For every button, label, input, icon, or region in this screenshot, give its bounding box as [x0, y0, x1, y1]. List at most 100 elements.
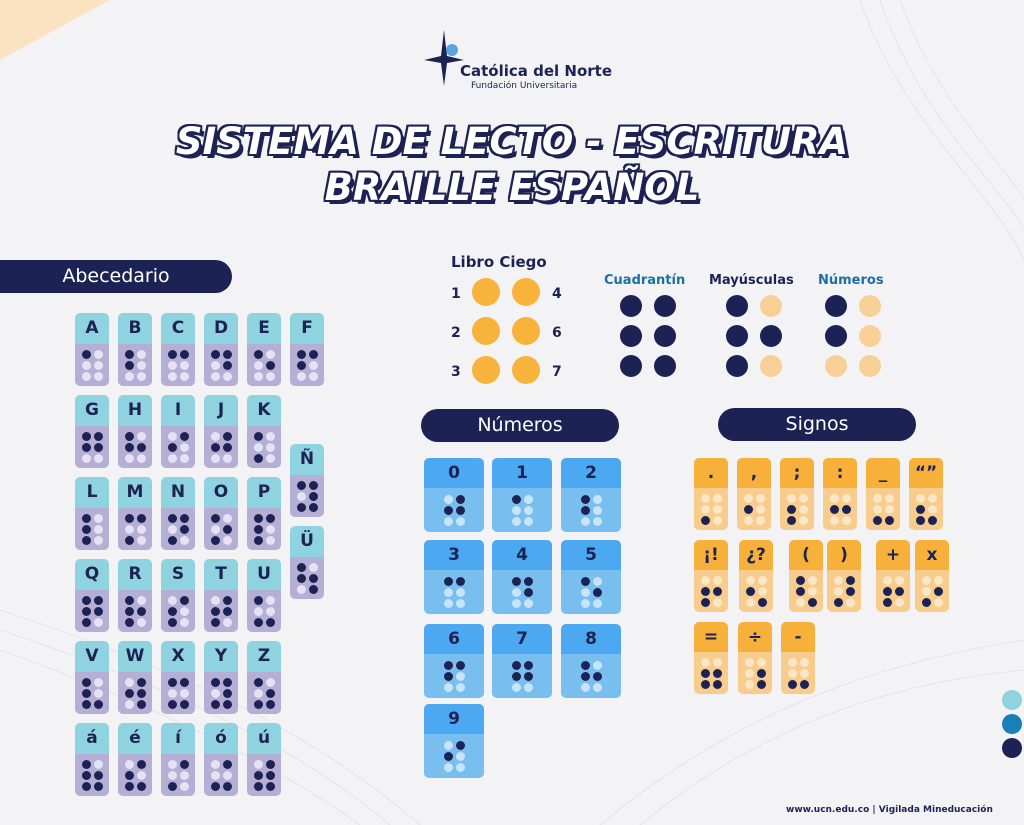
- braille-dot: [654, 295, 676, 317]
- braille-dot: [81, 759, 91, 769]
- letters-cell-dots: [118, 344, 152, 386]
- braille-dot: [712, 586, 722, 596]
- braille-dot: [654, 355, 676, 377]
- braille-dot: [93, 453, 103, 463]
- braille-dot: [81, 688, 91, 698]
- braille-dot: [265, 699, 275, 709]
- braille-dot: [712, 493, 722, 503]
- numbers-cell-char: 1: [492, 458, 552, 488]
- braille-dot: [726, 325, 748, 347]
- braille-dot: [455, 762, 465, 772]
- braille-dot: [81, 513, 91, 523]
- letters-cell-dots: [290, 475, 324, 518]
- braille-dot: [222, 535, 232, 545]
- braille-dot: [93, 781, 103, 791]
- braille-dot: [592, 660, 602, 670]
- braille-dot: [799, 679, 809, 689]
- braille-dot: [757, 586, 767, 596]
- letters-cell: O: [204, 477, 238, 550]
- libro-ciego-number: 7: [552, 364, 562, 380]
- braille-dot: [93, 431, 103, 441]
- braille-dot: [167, 617, 177, 627]
- braille-dot: [296, 584, 306, 594]
- braille-dot: [296, 562, 306, 572]
- braille-dot: [210, 524, 220, 534]
- braille-dot: [455, 682, 465, 692]
- signs-cell-dots: [866, 488, 900, 530]
- numbers-cell: 2: [561, 458, 621, 532]
- braille-dot: [210, 606, 220, 616]
- signs-cell-char: ¿?: [739, 540, 773, 570]
- braille-dot: [265, 688, 275, 698]
- braille-dot: [210, 431, 220, 441]
- letters-cell: S: [161, 559, 195, 632]
- letters-cell: B: [118, 313, 152, 386]
- braille-dot: [745, 586, 755, 596]
- braille-dot: [915, 504, 925, 514]
- numbers-cell-dots: [492, 654, 552, 698]
- letters-cell-char: W: [118, 641, 152, 672]
- numbers-cell-char: 4: [492, 540, 552, 570]
- braille-dot: [124, 617, 134, 627]
- braille-dot: [222, 770, 232, 780]
- letters-cell: G: [75, 395, 109, 468]
- letters-cell-dots: [75, 754, 109, 796]
- braille-dot: [253, 453, 263, 463]
- letters-cell: V: [75, 641, 109, 714]
- letters-cell-char: C: [161, 313, 195, 344]
- braille-dot: [253, 349, 263, 359]
- numbers-cell: 8: [561, 624, 621, 698]
- braille-dot: [921, 586, 931, 596]
- braille-dot: [523, 682, 533, 692]
- signs-cell: _: [866, 458, 900, 530]
- letters-cell-char: T: [204, 559, 238, 590]
- numbers-cell: 1: [492, 458, 552, 532]
- braille-dot: [296, 502, 306, 512]
- braille-dot: [136, 524, 146, 534]
- braille-dot: [81, 770, 91, 780]
- signs-cell-dots: [876, 570, 910, 612]
- braille-dot: [786, 504, 796, 514]
- letters-cell-char: U: [247, 559, 281, 590]
- braille-dot: [927, 504, 937, 514]
- libro-ciego-number: 3: [451, 364, 461, 380]
- braille-dot: [841, 515, 851, 525]
- braille-dot: [124, 453, 134, 463]
- braille-dot: [253, 781, 263, 791]
- braille-dot: [760, 295, 782, 317]
- letters-cell-dots: [161, 672, 195, 714]
- braille-dot: [179, 535, 189, 545]
- braille-dot: [124, 513, 134, 523]
- braille-dot: [210, 360, 220, 370]
- braille-dot: [523, 671, 533, 681]
- braille-dot: [799, 668, 809, 678]
- signs-cell-char: .: [694, 458, 728, 488]
- braille-dot: [210, 513, 220, 523]
- numbers-cell: 4: [492, 540, 552, 614]
- braille-dot: [124, 677, 134, 687]
- signs-cell-dots: [789, 570, 823, 612]
- braille-dot: [167, 781, 177, 791]
- braille-dot: [93, 513, 103, 523]
- indicator-label: Mayúsculas: [709, 273, 794, 288]
- braille-dot: [210, 535, 220, 545]
- braille-dot: [265, 371, 275, 381]
- braille-dot: [933, 575, 943, 585]
- logo-name: Católica del Norte: [460, 62, 612, 80]
- braille-dot: [872, 515, 882, 525]
- braille-dot: [222, 431, 232, 441]
- braille-dot: [580, 576, 590, 586]
- braille-dot: [136, 360, 146, 370]
- braille-dot: [93, 688, 103, 698]
- braille-dot: [795, 575, 805, 585]
- braille-dot: [265, 431, 275, 441]
- braille-dot: [592, 576, 602, 586]
- braille-dot: [795, 597, 805, 607]
- braille-dot: [580, 505, 590, 515]
- letters-cell-char: í: [161, 723, 195, 754]
- letters-cell-dots: [161, 590, 195, 632]
- braille-dot: [700, 679, 710, 689]
- letters-cell: N: [161, 477, 195, 550]
- letters-cell-dots: [247, 754, 281, 796]
- braille-dot: [210, 688, 220, 698]
